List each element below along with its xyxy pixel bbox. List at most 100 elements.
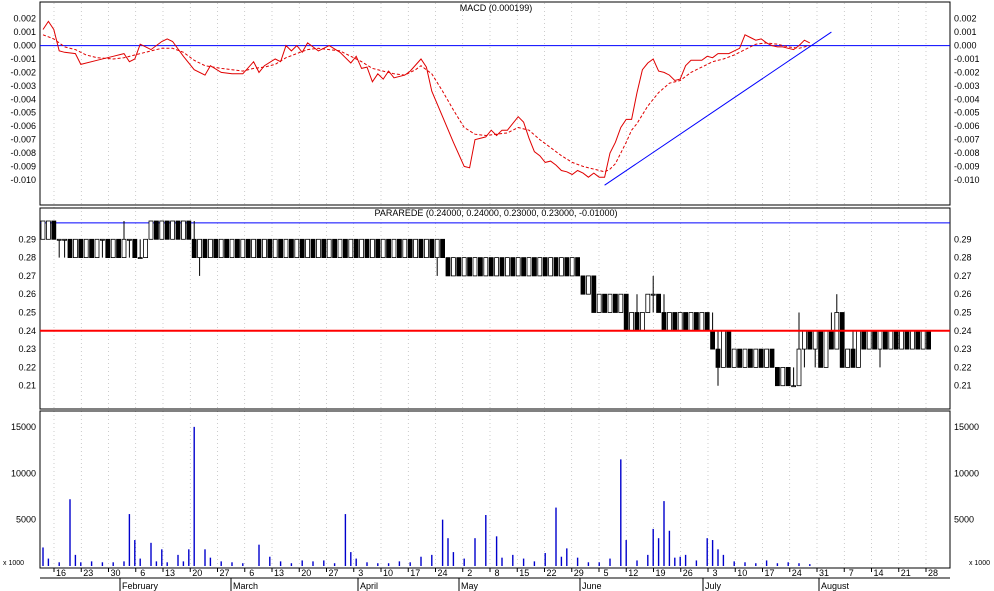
price-candle-body: [521, 257, 526, 277]
price-candle-body: [596, 293, 602, 313]
macd-y-tick-left: -0.005: [10, 108, 36, 118]
price-candle-body: [386, 238, 392, 259]
price-candle-body: [456, 257, 462, 277]
price-y-tick-left: 0.27: [18, 271, 36, 281]
volume-y-tick-left: 15000: [11, 422, 36, 432]
price-candle-body: [559, 257, 564, 277]
price-candle-body: [483, 257, 489, 277]
x-tick-label: 12: [628, 568, 638, 578]
price-candle-body: [40, 220, 46, 240]
price-candle-body: [710, 330, 715, 350]
price-candle-body: [542, 257, 548, 277]
volume-y-tick-right: 5000: [954, 515, 974, 525]
price-candle-body: [294, 238, 300, 259]
price-candle-body: [256, 238, 262, 259]
price-y-tick-left: 0.21: [18, 381, 36, 391]
x-tick-label: 27: [219, 568, 229, 578]
price-candle-body: [310, 238, 316, 259]
price-candle-body: [477, 257, 483, 277]
price-candle-body: [396, 238, 402, 259]
price-candle-body: [89, 238, 94, 259]
macd-y-tick-right: -0.010: [954, 175, 980, 185]
price-candle-body: [278, 238, 284, 259]
price-candle-body: [818, 330, 823, 368]
price-candle-body: [796, 348, 802, 387]
macd-y-tick-right: 0.000: [954, 41, 977, 51]
macd-y-tick-right: -0.006: [954, 121, 980, 131]
price-candle-body: [499, 257, 505, 277]
x-tick-label: 5: [603, 568, 608, 578]
price-candle-body: [423, 238, 429, 259]
price-y-tick-left: 0.24: [18, 326, 36, 336]
price-candle-body: [73, 238, 78, 259]
price-candle-body: [159, 220, 165, 240]
price-panel-frame: [39, 207, 951, 410]
price-y-tick-left: 0.26: [18, 289, 36, 299]
price-candle-body: [245, 238, 251, 259]
price-candle-body: [564, 257, 570, 277]
price-y-tick-right: 0.21: [954, 381, 972, 391]
price-candle-body: [580, 275, 586, 295]
price-candle-body: [623, 293, 629, 332]
x-tick-label: 31: [819, 568, 829, 578]
price-candle-body: [342, 238, 348, 259]
price-candle-body: [407, 238, 413, 259]
x-tick-label: 20: [301, 568, 311, 578]
price-candle-body: [807, 330, 813, 350]
price-candle-body: [737, 348, 742, 368]
price-candle-body: [704, 312, 710, 332]
month-label: August: [821, 581, 850, 591]
price-candle-body: [537, 257, 543, 277]
price-candle-body: [715, 348, 721, 368]
x-tick-label: 30: [110, 568, 120, 578]
macd-title: MACD (0.000199): [460, 3, 533, 13]
price-candle-body: [202, 238, 208, 259]
price-y-tick-right: 0.27: [954, 271, 972, 281]
price-y-tick-left: 0.22: [18, 362, 36, 372]
x-tick-label: 19: [655, 568, 665, 578]
price-candle-body: [56, 238, 62, 241]
macd-y-tick-right: 0.002: [954, 14, 977, 24]
price-y-tick-right: 0.26: [954, 289, 972, 299]
macd-panel: 0.002 0.002 0.001 0.001 0.000 0.000 -0.001 -0.0…: [10, 14, 980, 186]
x-tick-label: 6: [249, 568, 254, 578]
price-y-tick-right: 0.25: [954, 308, 972, 318]
price-candle-body: [218, 238, 224, 259]
macd-series-line: [42, 34, 810, 173]
price-candle-body: [910, 330, 915, 350]
price-candle-body: [726, 330, 732, 368]
price-candle-body: [100, 238, 105, 241]
macd-y-tick-right: -0.009: [954, 161, 980, 171]
price-candle-body: [197, 238, 203, 259]
price-candle-body: [429, 238, 435, 259]
price-y-tick-left: 0.28: [18, 253, 36, 263]
macd-y-tick-right: -0.008: [954, 148, 980, 158]
price-candle-body: [326, 238, 332, 259]
price-candle-body: [602, 293, 607, 313]
price-candle-body: [440, 238, 446, 259]
price-candle-body: [143, 238, 149, 259]
price-candle-body: [640, 312, 645, 332]
x-tick-label: 8: [494, 568, 499, 578]
price-candle-body: [364, 238, 370, 259]
price-candle-body: [127, 238, 132, 241]
price-candle-body: [175, 220, 181, 240]
macd-y-tick-right: -0.001: [954, 54, 980, 64]
price-candle-body: [283, 238, 289, 259]
month-label: April: [360, 581, 378, 591]
price-candle-body: [121, 238, 127, 259]
price-candle-body: [267, 238, 273, 259]
price-candle-body: [877, 330, 883, 350]
price-candle-body: [369, 238, 375, 259]
macd-y-tick-left: -0.003: [10, 81, 36, 91]
price-y-tick-right: 0.24: [954, 326, 972, 336]
price-candle-body: [78, 238, 84, 259]
price-candle-body: [51, 220, 57, 240]
macd-y-tick-left: -0.010: [10, 175, 36, 185]
macd-y-tick-right: 0.001: [954, 27, 977, 37]
price-y-tick-left: 0.25: [18, 308, 36, 318]
price-candle-body: [83, 238, 89, 259]
price-candle-body: [656, 293, 661, 313]
price-candle-body: [904, 330, 910, 350]
